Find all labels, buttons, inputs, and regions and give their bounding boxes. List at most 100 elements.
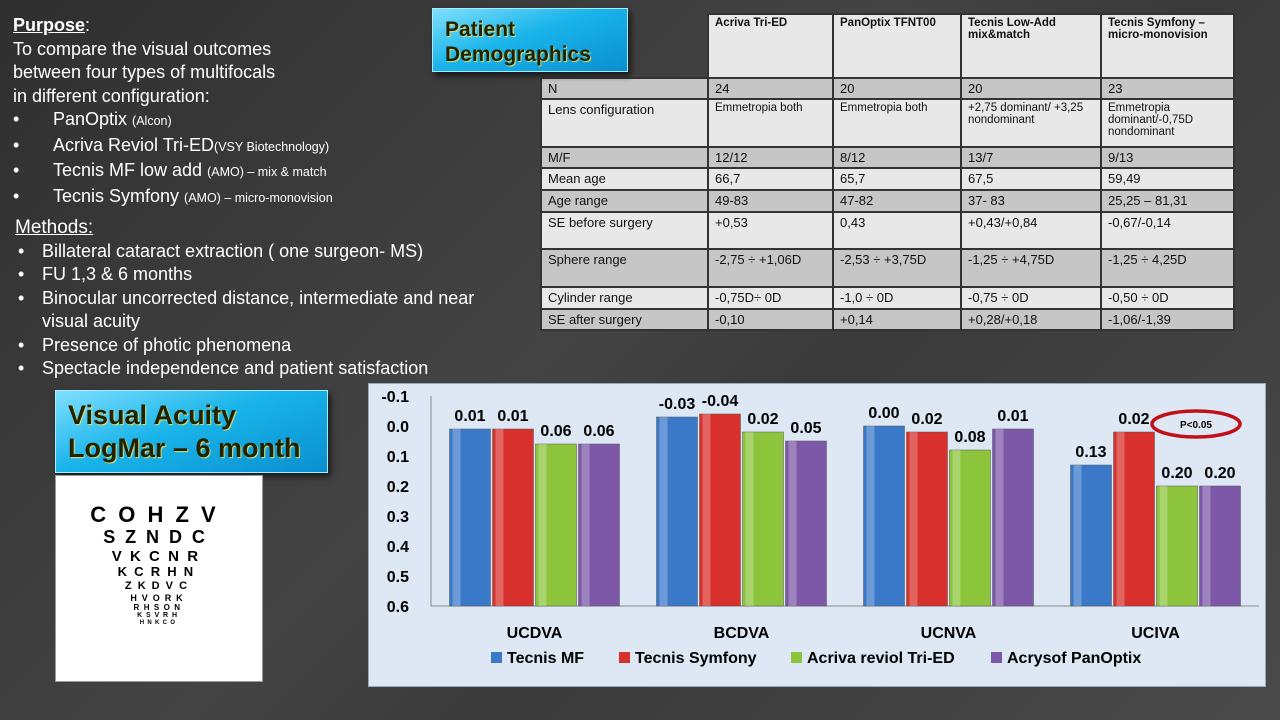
eye-chart-row: HNKCO — [139, 620, 179, 627]
table-cell: +2,75 dominant/ +3,25 nondominant — [960, 98, 1102, 148]
data-label: 0.01 — [997, 408, 1028, 425]
bar-highlight — [952, 450, 961, 606]
bar — [1070, 464, 1112, 607]
legend-swatch — [991, 652, 1002, 663]
lens-item: Acriva Reviol Tri-ED(VSY Biotechnology) — [13, 134, 483, 160]
significance-label: P<0.05 — [1180, 420, 1212, 431]
eye-chart-image: COHZV SZNDC VKCNR KCRHN ZKDVC HVORK RHSON KSVRH… — [55, 475, 263, 682]
row-label: Lens configuration — [540, 98, 709, 148]
table-cell: -1,25 ÷ 4,25D — [1100, 248, 1235, 288]
table-cell: 9/13 — [1100, 146, 1235, 169]
colon: : — [85, 15, 91, 35]
table-row: Sphere range -2,75 ÷ +1,06D -2,53 ÷ +3,75D… — [540, 248, 1235, 288]
lens-item: Tecnis Symfony (AMO) – micro-monovision — [13, 185, 483, 211]
legend-swatch — [619, 652, 630, 663]
table-cell: 8/12 — [832, 146, 962, 169]
table-cell: +0,14 — [832, 308, 962, 331]
table-cell: 20 — [832, 77, 962, 100]
legend-label: Acriva reviol Tri-ED — [807, 650, 955, 667]
method-item: Billateral cataract extraction ( one sur… — [13, 240, 483, 264]
data-label: 0.13 — [1075, 444, 1106, 461]
visual-acuity-chart: -0.1 0.0 0.1 0.2 0.3 0.4 0.5 0.6 UCDVA 0.01 0.01 0.… — [368, 383, 1266, 687]
bar-highlight — [659, 417, 668, 606]
legend-swatch — [491, 652, 502, 663]
data-label: 0.01 — [497, 408, 528, 425]
table-cell: +0,43/+0,84 — [960, 211, 1102, 250]
eye-chart-row: VKCNR — [111, 547, 207, 565]
lens-maker: (AMO) – mix & match — [207, 165, 327, 179]
table-cell: 20 — [960, 77, 1102, 100]
data-label: 0.01 — [454, 408, 485, 425]
y-tick-label: 0.0 — [387, 419, 409, 436]
table-header-row: Acriva Tri-ED PanOptix TFNT00 Tecnis Low… — [541, 13, 1235, 79]
data-label: 0.00 — [868, 405, 899, 422]
table-row: Mean age 66,7 65,7 67,5 59,49 — [540, 167, 1235, 191]
chart-svg: -0.1 0.0 0.1 0.2 0.3 0.4 0.5 0.6 UCDVA 0.01 0.01 0.… — [381, 389, 1259, 667]
table-cell: 66,7 — [707, 167, 834, 191]
data-label: 0.20 — [1204, 465, 1235, 482]
table-cell: +0,28/+0,18 — [960, 308, 1102, 331]
table-row: N 24 20 20 23 — [540, 77, 1235, 100]
bar — [492, 428, 534, 607]
bar — [906, 431, 948, 607]
row-label: N — [540, 77, 709, 100]
table-cell: 23 — [1100, 77, 1235, 100]
bar-highlight — [1116, 432, 1125, 606]
data-label: 0.02 — [747, 411, 778, 428]
table-cell: +0,53 — [707, 211, 834, 250]
bar-highlight — [1073, 465, 1082, 606]
eye-chart-row: ZKDVC — [124, 580, 194, 593]
purpose-line: To compare the visual outcomes — [13, 38, 272, 59]
eye-chart-row: KCRHN — [117, 564, 201, 580]
table-cell: -1,0 ÷ 0D — [832, 286, 962, 310]
table-cell: 49-83 — [707, 189, 834, 213]
table-cell: -2,75 ÷ +1,06D — [707, 248, 834, 288]
significance-ellipse — [1150, 409, 1242, 439]
eye-chart-row: COHZV — [90, 502, 228, 527]
lens-maker: (VSY Biotechnology) — [214, 139, 330, 154]
table-cell: -0,75 ÷ 0D — [960, 286, 1102, 310]
lens-name: PanOptix — [53, 109, 133, 129]
method-item: Spectacle independence and patient satis… — [13, 357, 483, 381]
table-cell: 13/7 — [960, 146, 1102, 169]
column-header: Acriva Tri-ED — [707, 13, 834, 79]
legend-swatch — [791, 652, 802, 663]
table-cell: 12/12 — [707, 146, 834, 169]
lens-list: PanOptix (Alcon) Acriva Reviol Tri-ED(VS… — [13, 108, 483, 210]
methods-section: Methods: Billateral cataract extraction … — [13, 216, 483, 381]
y-tick-label: 0.2 — [387, 479, 409, 496]
table-cell: -2,53 ÷ +3,75D — [832, 248, 962, 288]
data-label: -0.04 — [702, 393, 739, 410]
eye-chart-row: SZNDC — [103, 527, 215, 548]
data-label: 0.20 — [1161, 465, 1192, 482]
data-label: -0.03 — [659, 396, 696, 413]
table-cell: -1,25 ÷ +4,75D — [960, 248, 1102, 288]
bar — [578, 443, 620, 607]
lens-name: Tecnis MF low add — [53, 160, 208, 180]
table-cell: Emmetropia both — [707, 98, 834, 148]
row-label: SE after surgery — [540, 308, 709, 331]
visual-acuity-callout: Visual Acuity LogMar – 6 month — [55, 390, 328, 473]
demographics-table: Acriva Tri-ED PanOptix TFNT00 Tecnis Low… — [540, 13, 1235, 331]
row-label: Mean age — [540, 167, 709, 191]
bar — [949, 449, 991, 607]
table-row: M/F 12/12 8/12 13/7 9/13 — [540, 146, 1235, 169]
bar — [863, 425, 905, 607]
data-label: 0.06 — [540, 423, 571, 440]
purpose-section: Purpose: To compare the visual outcomes … — [13, 14, 483, 381]
table-cell: Emmetropia dominant/-0,75D nondominant — [1100, 98, 1235, 148]
eye-chart-row: KSVRH — [137, 612, 181, 620]
table-row: Cylinder range -0,75D÷ 0D -1,0 ÷ 0D -0,75 ÷… — [540, 286, 1235, 310]
bar — [699, 413, 741, 607]
bar-highlight — [745, 432, 754, 606]
legend-label: Tecnis MF — [507, 650, 584, 667]
bar — [1113, 431, 1155, 607]
table-row: Lens configuration Emmetropia both Emmetro… — [540, 98, 1235, 148]
bar-highlight — [495, 429, 504, 606]
table-cell: 47-82 — [832, 189, 962, 213]
table-cell: -1,06/-1,39 — [1100, 308, 1235, 331]
bar-highlight — [788, 441, 797, 606]
column-header: Tecnis Low-Add mix&match — [960, 13, 1102, 79]
bar-highlight — [909, 432, 918, 606]
table-cell: -0,75D÷ 0D — [707, 286, 834, 310]
